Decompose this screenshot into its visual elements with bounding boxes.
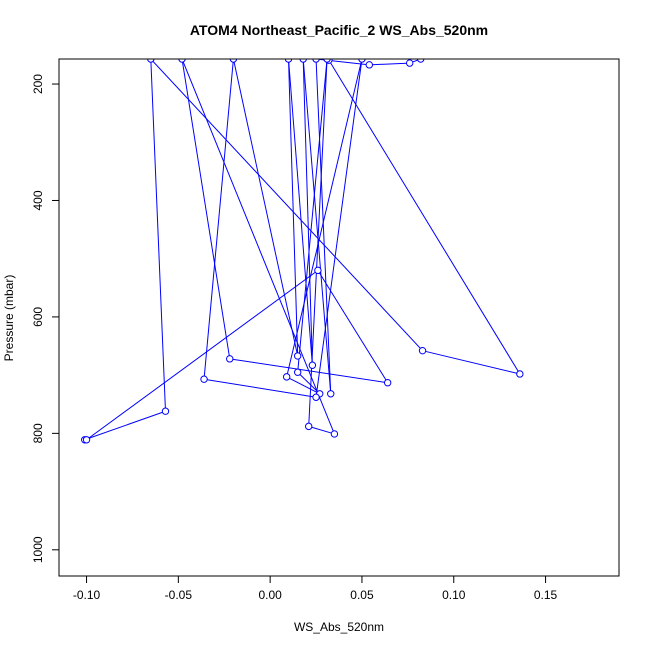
series-line-segment xyxy=(369,62,410,66)
y-axis: 200 400 600 800 1000 xyxy=(31,74,60,563)
series-line-segment xyxy=(84,410,166,441)
series-line-segment xyxy=(150,59,423,352)
data-point xyxy=(305,422,313,431)
data-point xyxy=(418,346,427,355)
x-tick-label: -0.05 xyxy=(165,588,193,602)
y-tick-label: 600 xyxy=(31,307,45,327)
series-line-segment xyxy=(288,59,299,356)
data-point xyxy=(226,355,234,363)
x-tick-label: 0.10 xyxy=(442,588,466,602)
series-line-segment xyxy=(297,59,328,373)
y-tick-label: 400 xyxy=(31,190,45,210)
y-axis-label: Pressure (mbar) xyxy=(2,275,16,362)
plot-frame xyxy=(58,58,620,577)
x-tick-label: -0.10 xyxy=(73,588,101,602)
data-point xyxy=(358,59,366,63)
series-line-segment xyxy=(302,59,313,366)
series-line-segment xyxy=(422,350,520,375)
chart-title: ATOM4 Northeast_Pacific_2 WS_Abs_520nm xyxy=(190,22,488,38)
data-point xyxy=(312,393,320,401)
data-point xyxy=(417,59,425,63)
y-tick-label: 800 xyxy=(31,423,45,443)
data-point xyxy=(299,59,307,63)
series-line-segment xyxy=(181,59,335,435)
data-point xyxy=(405,59,414,67)
data-point xyxy=(293,352,302,360)
data-point xyxy=(161,407,170,415)
y-tick-label: 200 xyxy=(31,74,45,94)
data-point xyxy=(147,59,155,63)
data-point xyxy=(308,361,317,369)
data-point xyxy=(284,59,293,63)
data-point xyxy=(200,375,208,383)
series-line-segment xyxy=(286,59,363,378)
series-line-segment xyxy=(315,59,332,394)
series-line-segment xyxy=(297,371,321,395)
data-point xyxy=(229,59,238,63)
data-point xyxy=(312,59,320,63)
y-tick-label: 1000 xyxy=(31,536,45,563)
x-axis: -0.10 -0.05 0.00 0.05 0.10 0.15 xyxy=(73,575,558,602)
data-point xyxy=(323,59,331,63)
x-tick-label: 0.15 xyxy=(534,588,558,602)
series-line-segment xyxy=(308,425,335,435)
data-point xyxy=(178,59,186,63)
x-axis-label: WS_Abs_520nm xyxy=(294,620,384,634)
data-point xyxy=(516,370,524,378)
series-line-segment xyxy=(288,59,313,366)
series-line-segment xyxy=(286,376,320,395)
series-line-segment xyxy=(86,269,319,441)
series-line-segment xyxy=(203,378,317,398)
data-point xyxy=(330,430,339,438)
series-line-segment xyxy=(317,270,389,383)
series-line-segment xyxy=(150,59,166,412)
series-line-segment xyxy=(232,59,299,357)
data-point xyxy=(327,390,335,398)
x-tick-label: 0.00 xyxy=(258,588,282,602)
data-point xyxy=(365,61,373,69)
series-line-segment xyxy=(302,59,332,394)
data-point xyxy=(383,379,392,387)
series-line-segment xyxy=(181,59,231,359)
data-point xyxy=(282,373,291,381)
data-point xyxy=(293,368,302,376)
series-line-segment xyxy=(203,59,234,380)
data-point xyxy=(314,266,322,275)
series-line-segment xyxy=(328,59,521,375)
x-tick-label: 0.05 xyxy=(350,588,374,602)
series-line-segment xyxy=(315,59,363,398)
data-point xyxy=(82,436,91,444)
data-layer xyxy=(81,59,524,444)
